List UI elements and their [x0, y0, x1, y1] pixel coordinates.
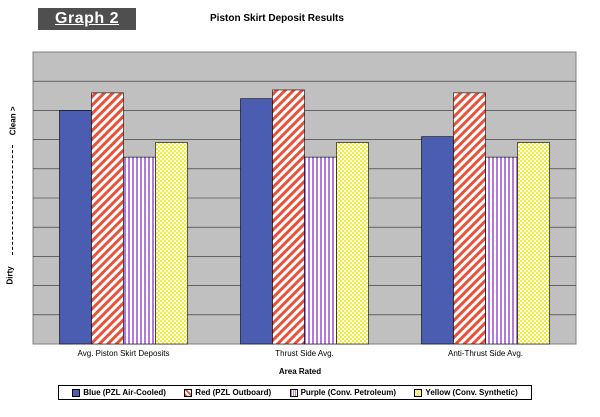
- legend-swatch: [414, 388, 423, 397]
- bar-2-1: [91, 92, 124, 345]
- x-tick-label: Anti-Thrust Side Avg.: [448, 349, 523, 358]
- bar-4-1: [155, 142, 188, 345]
- bar-2-2: [272, 89, 305, 345]
- legend-item: Red (PZL Outboard): [184, 388, 271, 397]
- legend-item: Yellow (Conv. Synthetic): [414, 388, 518, 397]
- legend-label: Purple (Conv. Petroleum): [300, 388, 396, 397]
- bar-2-3: [453, 92, 486, 345]
- bar-1-1: [59, 110, 92, 345]
- bar-1-2: [240, 98, 273, 345]
- legend-item: Blue (PZL Air-Cooled): [72, 388, 166, 397]
- bar-4-3: [517, 142, 550, 345]
- chart-legend: Blue (PZL Air-Cooled) Red (PZL Outboard) P…: [58, 385, 532, 400]
- y-axis-label-line: [12, 145, 14, 255]
- graph-badge: Graph 2: [38, 8, 136, 30]
- x-tick-label: Avg. Piston Skirt Deposits: [78, 349, 170, 358]
- bar-1-3: [421, 136, 454, 345]
- bar-3-2: [304, 156, 337, 345]
- x-axis-label: Area Rated: [278, 367, 322, 376]
- chart-title: Piston Skirt Deposit Results: [210, 13, 344, 24]
- x-tick-label: Thrust Side Avg.: [275, 349, 334, 358]
- legend-swatch: [72, 388, 81, 397]
- bar-3-1: [123, 156, 156, 345]
- legend-label: Red (PZL Outboard): [195, 388, 272, 397]
- legend-swatch: [184, 388, 193, 397]
- legend-swatch: [289, 388, 298, 397]
- legend-label: Blue (PZL Air-Cooled): [83, 388, 166, 397]
- legend-item: Purple (Conv. Petroleum): [289, 388, 396, 397]
- legend-label: Yellow (Conv. Synthetic): [425, 388, 518, 397]
- bar-3-3: [485, 156, 518, 345]
- bar-4-2: [336, 142, 369, 345]
